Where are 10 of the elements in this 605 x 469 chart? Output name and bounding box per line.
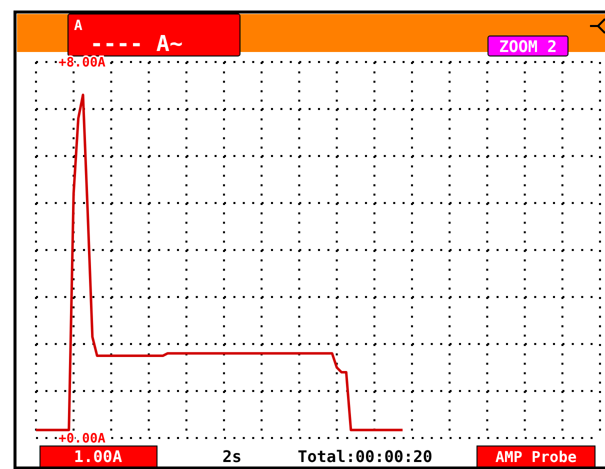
text: ---- A~	[90, 32, 183, 57]
y-tick-label: +8.00A	[58, 56, 106, 71]
y-tick-label: +0.00A	[58, 432, 106, 447]
text: Total:00:00:20	[298, 447, 432, 466]
line-series	[34, 94, 404, 432]
text: AMP Probe	[495, 448, 577, 466]
text: 1.00A	[74, 447, 122, 466]
text: ZOOM 2	[499, 37, 557, 56]
text: A	[74, 18, 83, 34]
text: 2s	[222, 447, 242, 466]
